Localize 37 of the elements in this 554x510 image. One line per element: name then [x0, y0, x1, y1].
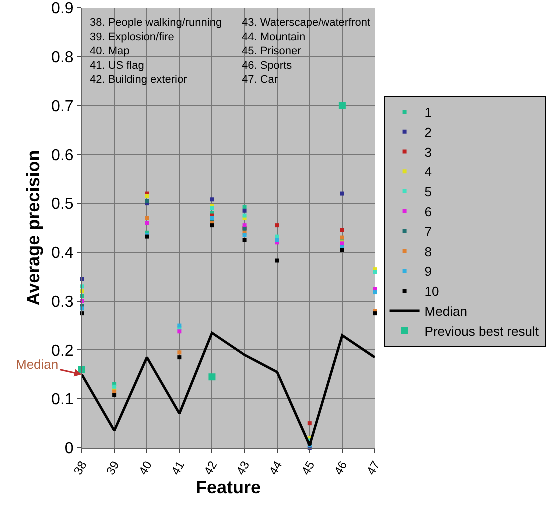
x-tick-label: 45: [298, 458, 318, 478]
y-tick-label: 0.4: [52, 245, 74, 262]
y-tick-label: 0.7: [52, 98, 74, 116]
x-tick-label: 43: [234, 458, 253, 478]
legend-label: 8: [424, 244, 432, 260]
y-tick-label: 0.1: [52, 392, 74, 409]
y-tick-label: 0: [64, 440, 74, 458]
x-axis-title: Feature: [196, 478, 262, 498]
annotation: 43. Waterscape/waterfront 44. Mountain 45. Prisoner 46. Sports 47. Car: [242, 17, 371, 86]
y-tick-label: 0.3: [52, 294, 74, 311]
x-tick-label: 39: [104, 458, 123, 478]
legend-label: 1: [424, 105, 432, 120]
x-tick-label: 46: [331, 458, 350, 478]
legend-label: 5: [424, 184, 432, 200]
x-tick-label: 44: [266, 458, 286, 478]
legend-label: 9: [424, 264, 432, 280]
x-tick-label: 38: [70, 458, 90, 478]
legend-label: Previous best result: [424, 324, 540, 339]
y-tick-label: 0.2: [52, 342, 74, 360]
y-tick-label: 0.9: [52, 0, 74, 18]
x-tick-label: 42: [201, 458, 220, 478]
legend-label: 10: [424, 284, 440, 300]
y-axis-title: Average precision: [24, 150, 44, 306]
y-tick-label: 0.6: [52, 147, 74, 164]
legend-label: 2: [424, 124, 432, 140]
legend-label: 6: [424, 204, 432, 220]
annotation: 38. People walking/running 39. Explosion/fire 40. Map 41. US flag 42. Building exterior: [90, 17, 222, 86]
legend-label: 3: [424, 144, 432, 160]
legend-label: 4: [424, 164, 432, 180]
y-tick-label: 0.8: [52, 49, 74, 66]
y-tick-label: 0.5: [52, 196, 74, 214]
legend-label: Median: [424, 304, 468, 320]
legend-label: 7: [424, 224, 432, 240]
x-tick-label: 41: [168, 458, 188, 478]
x-tick-label: 47: [364, 458, 383, 478]
annotation: Median: [16, 357, 59, 372]
x-tick-label: 40: [136, 458, 156, 478]
